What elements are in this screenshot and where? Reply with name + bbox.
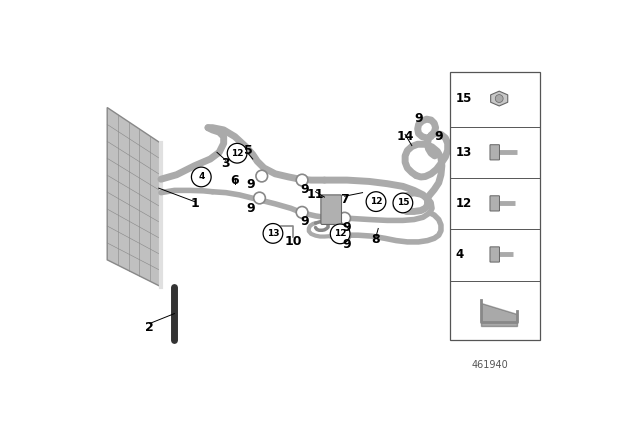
Circle shape (253, 192, 266, 204)
Circle shape (339, 230, 351, 241)
Text: 12: 12 (334, 229, 346, 238)
Text: 9: 9 (300, 215, 308, 228)
Text: 4: 4 (198, 172, 204, 181)
Text: 10: 10 (284, 235, 302, 249)
Text: 9: 9 (342, 220, 351, 234)
Circle shape (263, 224, 283, 243)
Circle shape (191, 167, 211, 187)
Text: 9: 9 (300, 183, 308, 197)
Text: 2: 2 (145, 320, 154, 334)
Polygon shape (481, 303, 517, 326)
Text: 12: 12 (231, 149, 243, 158)
Polygon shape (491, 91, 508, 106)
Text: 13: 13 (456, 146, 472, 159)
FancyBboxPatch shape (450, 72, 540, 340)
Text: 3: 3 (221, 157, 230, 170)
Circle shape (296, 174, 308, 186)
Text: 11: 11 (307, 188, 324, 202)
Text: 14: 14 (396, 130, 414, 143)
FancyBboxPatch shape (490, 196, 499, 211)
Text: 15: 15 (397, 198, 409, 207)
Text: 5: 5 (244, 143, 253, 157)
Text: 9: 9 (342, 237, 351, 251)
Circle shape (330, 224, 350, 244)
Text: 9: 9 (246, 178, 255, 191)
Circle shape (227, 143, 247, 163)
FancyBboxPatch shape (321, 195, 342, 224)
Circle shape (495, 95, 503, 103)
Text: 13: 13 (267, 229, 279, 238)
FancyBboxPatch shape (490, 247, 499, 262)
Circle shape (366, 192, 386, 211)
Circle shape (256, 170, 268, 182)
Text: 6: 6 (230, 173, 239, 187)
Text: 12: 12 (456, 197, 472, 210)
Text: 8: 8 (372, 233, 380, 246)
Text: 15: 15 (456, 92, 472, 105)
Text: 1: 1 (190, 197, 199, 211)
Text: 9: 9 (435, 130, 443, 143)
Text: 7: 7 (340, 193, 349, 206)
Text: 9: 9 (246, 202, 255, 215)
Circle shape (393, 193, 413, 213)
Text: 461940: 461940 (472, 360, 509, 370)
Polygon shape (108, 108, 161, 287)
Text: 4: 4 (456, 248, 464, 261)
Circle shape (339, 212, 351, 224)
Text: 9: 9 (414, 112, 423, 125)
Circle shape (296, 207, 308, 218)
Text: 12: 12 (370, 197, 382, 206)
FancyBboxPatch shape (490, 145, 499, 160)
